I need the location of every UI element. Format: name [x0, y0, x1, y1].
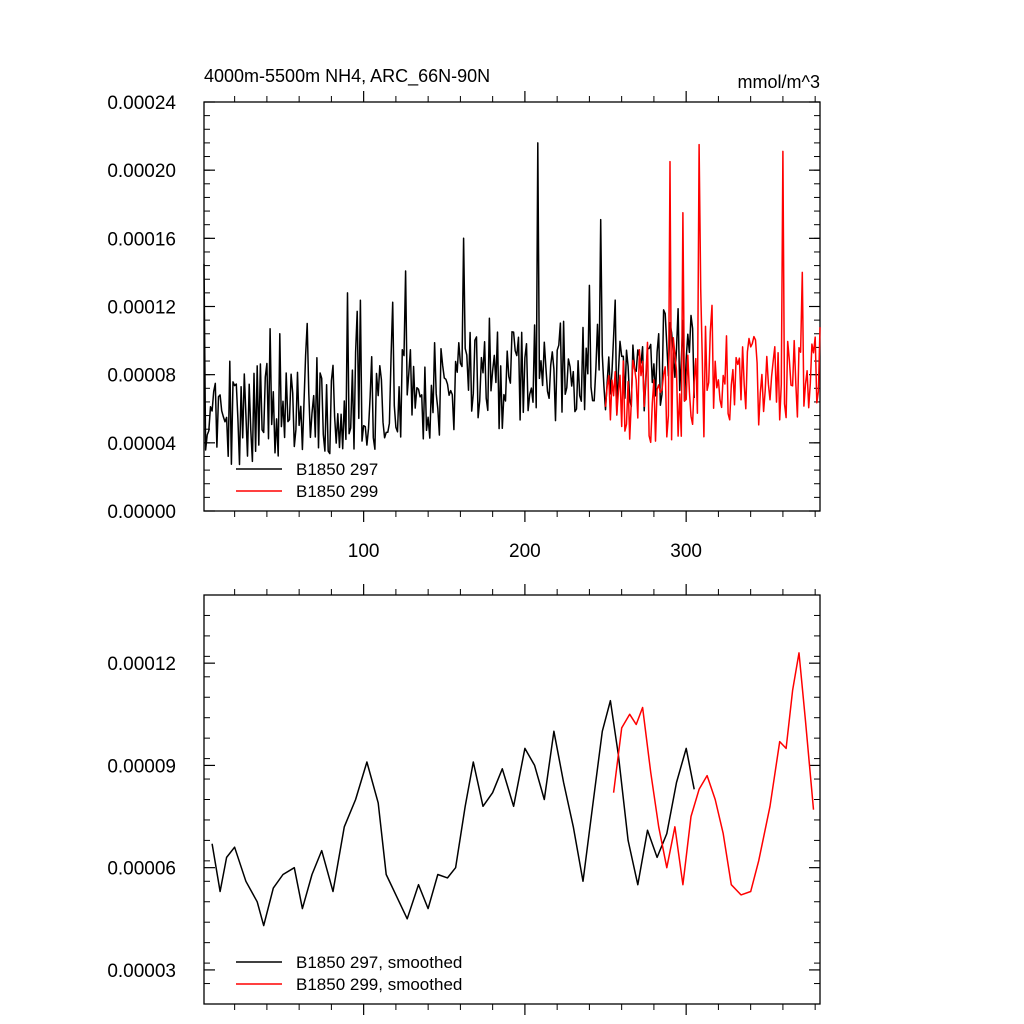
y-tick-label: 0.00016	[107, 229, 176, 250]
y-tick-label: 0.00008	[107, 366, 176, 387]
legend-label: B1850 297, smoothed	[296, 953, 462, 972]
y-tick-label: 0.00012	[107, 654, 176, 675]
y-tick-label: 0.00003	[107, 961, 176, 982]
top-line-chart: 0.00000 0.00004 0.00008 0.00012 0.00016 0.000…	[107, 66, 821, 562]
top-series-lines	[203, 142, 821, 466]
legend-label: B1850 299, smoothed	[296, 975, 462, 994]
top-chart-units: mmol/m^3	[738, 72, 820, 92]
x-tick-label: 200	[509, 541, 541, 562]
y-tick-label: 0.00004	[107, 434, 176, 455]
series-line-b1850-299	[612, 652, 815, 896]
bottom-series-lines	[211, 652, 815, 927]
bottom-line-chart: 0.00003 0.00006 0.00009 0.00012 B1850 297, …	[107, 584, 821, 1015]
top-axis-ticks: 0.00000 0.00004 0.00008 0.00012 0.00016 0.000…	[107, 91, 820, 562]
bottom-legend: B1850 297, smoothed B1850 299, smoothed	[236, 953, 462, 994]
y-tick-label: 0.00020	[107, 161, 176, 182]
x-tick-label: 100	[348, 541, 380, 562]
y-tick-label: 0.00000	[107, 502, 176, 523]
y-tick-label: 0.00009	[107, 756, 176, 777]
y-tick-label: 0.00006	[107, 859, 176, 880]
series-line-b1850-297	[203, 142, 695, 466]
top-legend: B1850 297 B1850 299	[236, 460, 378, 501]
y-tick-label: 0.00012	[107, 298, 176, 319]
series-line-b1850-297	[211, 699, 695, 927]
legend-label: B1850 297	[296, 460, 378, 479]
y-tick-label: 0.00024	[107, 93, 176, 114]
x-tick-label: 300	[670, 541, 702, 562]
top-chart-title: 4000m-5500m NH4, ARC_66N-90N	[204, 66, 490, 87]
top-plot-frame	[203, 101, 821, 512]
series-line-b1850-299	[604, 143, 821, 444]
legend-label: B1850 299	[296, 482, 378, 501]
bottom-axis-ticks: 0.00003 0.00006 0.00009 0.00012	[107, 584, 820, 1015]
